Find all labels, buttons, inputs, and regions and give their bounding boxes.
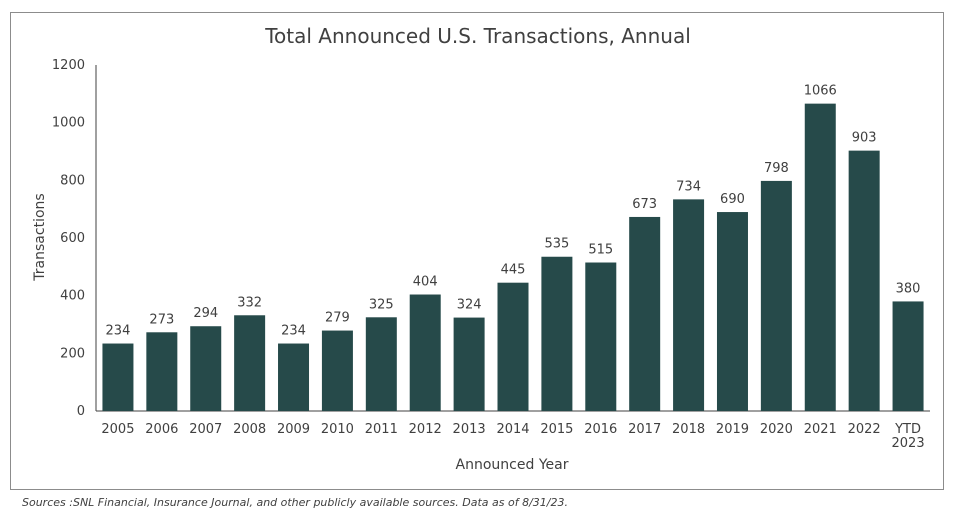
x-tick-label: 2010 bbox=[321, 422, 354, 437]
x-tick-label: 2011 bbox=[365, 422, 398, 437]
data-label: 690 bbox=[720, 192, 745, 207]
bar bbox=[146, 332, 178, 411]
data-label: 294 bbox=[193, 306, 218, 321]
bar bbox=[102, 343, 134, 411]
data-labels: 234 273 294 332 234 279 325 404 324 445 535 515 673 7… bbox=[106, 84, 921, 339]
bar bbox=[190, 326, 222, 411]
chart-title: Total Announced U.S. Transactions, Annua… bbox=[264, 24, 691, 48]
y-tick-label: 600 bbox=[60, 231, 85, 246]
bar bbox=[716, 212, 748, 411]
bar bbox=[760, 180, 792, 411]
source-note: Sources :SNL Financial, Insurance Journa… bbox=[22, 496, 568, 509]
bar bbox=[848, 150, 880, 411]
bar bbox=[673, 199, 705, 411]
data-label: 515 bbox=[588, 243, 613, 258]
data-label: 404 bbox=[413, 275, 438, 290]
data-label: 273 bbox=[149, 312, 174, 327]
data-label: 673 bbox=[632, 197, 657, 212]
y-axis-label: Transactions bbox=[32, 193, 48, 281]
bar bbox=[321, 330, 353, 411]
data-label: 445 bbox=[501, 263, 526, 278]
x-axis: 2005 2006 2007 2008 2009 2010 2011 2012 2013 2014… bbox=[96, 410, 930, 451]
bar bbox=[497, 282, 529, 411]
bar bbox=[541, 256, 573, 411]
data-label: 535 bbox=[544, 237, 569, 252]
bar bbox=[453, 317, 485, 411]
x-axis-label: Announced Year bbox=[456, 457, 569, 473]
data-label: 903 bbox=[852, 131, 877, 146]
bars bbox=[102, 103, 924, 412]
y-tick-label: 400 bbox=[60, 289, 85, 304]
x-tick-label: 2012 bbox=[409, 422, 442, 437]
x-tick-label: 2013 bbox=[453, 422, 486, 437]
data-label: 325 bbox=[369, 297, 394, 312]
x-tick-label: 2017 bbox=[628, 422, 661, 437]
x-tick-label: 2021 bbox=[804, 422, 837, 437]
y-tick-label: 200 bbox=[60, 346, 85, 361]
data-label: 380 bbox=[896, 281, 921, 296]
bar bbox=[892, 301, 924, 411]
y-axis: 0 200 400 600 800 1000 1200 bbox=[52, 58, 97, 419]
data-label: 734 bbox=[676, 179, 701, 194]
x-tick-label: 2007 bbox=[189, 422, 222, 437]
data-label: 798 bbox=[764, 161, 789, 176]
data-label: 234 bbox=[106, 324, 131, 339]
x-tick-label: 2009 bbox=[277, 422, 310, 437]
x-tick-label: 2008 bbox=[233, 422, 266, 437]
bar bbox=[629, 216, 661, 411]
y-tick-label: 0 bbox=[77, 404, 85, 419]
y-tick-label: 800 bbox=[60, 173, 85, 188]
bar bbox=[804, 103, 836, 412]
x-tick-label: 2022 bbox=[848, 422, 881, 437]
x-tick-label: 2018 bbox=[672, 422, 705, 437]
bar bbox=[585, 262, 617, 411]
data-label: 332 bbox=[237, 295, 262, 310]
x-tick-label: 2006 bbox=[145, 422, 178, 437]
bar bbox=[409, 294, 441, 411]
y-tick-label: 1000 bbox=[52, 116, 85, 131]
data-label: 279 bbox=[325, 311, 350, 326]
bar bbox=[234, 315, 266, 411]
x-tick-label: 2005 bbox=[101, 422, 134, 437]
x-tick-label: 2014 bbox=[496, 422, 529, 437]
x-tick-label: 2016 bbox=[584, 422, 617, 437]
x-tick-label: 2019 bbox=[716, 422, 749, 437]
x-tick-label: YTD 2023 bbox=[892, 422, 925, 451]
data-label: 324 bbox=[457, 298, 482, 313]
data-label: 234 bbox=[281, 324, 306, 339]
x-tick-label: 2020 bbox=[760, 422, 793, 437]
y-tick-label: 1200 bbox=[52, 58, 85, 73]
bar bbox=[278, 343, 310, 411]
bar bbox=[365, 317, 397, 411]
data-label: 1066 bbox=[804, 84, 837, 99]
x-tick-label: 2015 bbox=[540, 422, 573, 437]
